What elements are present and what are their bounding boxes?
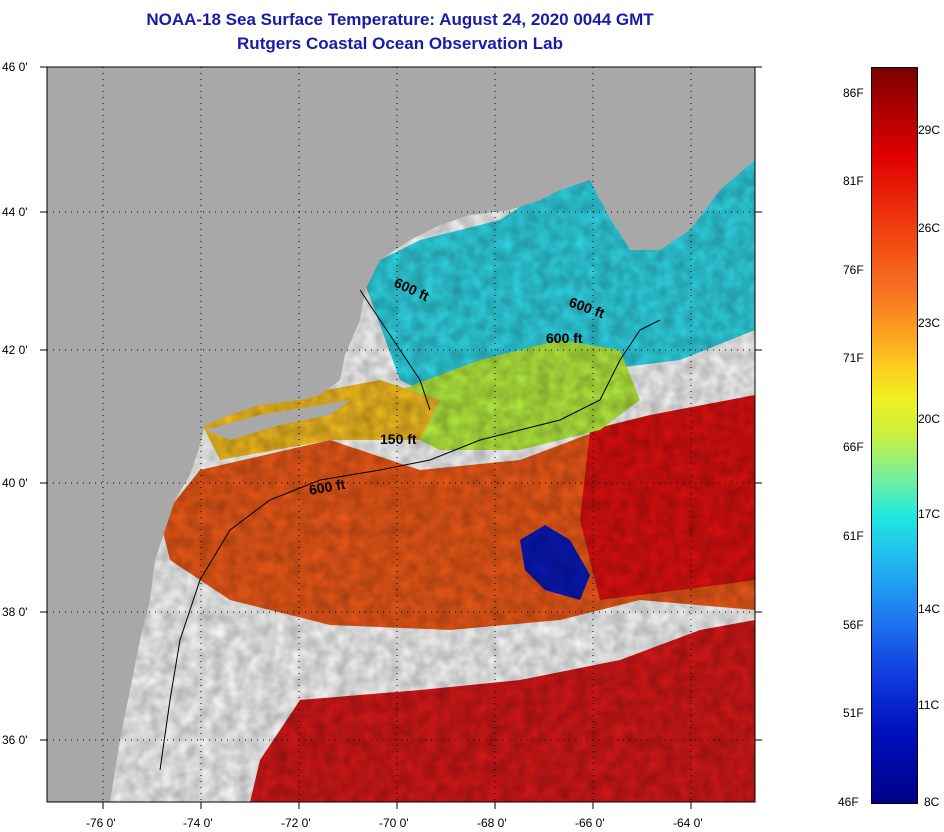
shelf-contour: [159, 319, 661, 771]
lon-label: -66 0': [575, 816, 605, 830]
colorbar-c-label: 14C: [918, 602, 941, 616]
graticule: [47, 67, 755, 802]
lat-label: 36 0': [2, 733, 28, 747]
map-frame: [46, 66, 756, 803]
colorbar-f-label: 56F: [843, 618, 864, 632]
colorbar-f-label: 86F: [843, 86, 864, 100]
colorbar-c-label: 17C: [918, 507, 941, 521]
colorbar-f-label: 46F: [838, 795, 859, 809]
lat-label: 42 0': [2, 343, 28, 357]
colorbar-c-label: 26C: [918, 221, 941, 235]
lat-label: 38 0': [2, 605, 28, 619]
colorbar-c-label: 8C: [924, 795, 940, 809]
lon-label: -74 0': [183, 816, 213, 830]
lon-label: -76 0': [86, 816, 116, 830]
colorbar-f-label: 76F: [843, 263, 864, 277]
long-island: [205, 400, 350, 440]
colorbar-f-label: 51F: [843, 706, 864, 720]
lon-label: -70 0': [379, 816, 409, 830]
colorbar-f-label: 66F: [843, 440, 864, 454]
axis-ticks: [40, 66, 762, 809]
contour-label: 150 ft: [380, 431, 417, 447]
temperature-colorbar: [871, 67, 918, 804]
colorbar-c-label: 20C: [918, 412, 941, 426]
map-title: NOAA-18 Sea Surface Temperature: August …: [146, 10, 654, 29]
colorbar-c-label: 23C: [918, 316, 941, 330]
land-mass: [47, 67, 755, 802]
colorbar-f-label: 71F: [843, 351, 864, 365]
lon-label: -64 0': [673, 816, 703, 830]
inner-contour: [359, 289, 431, 411]
contour-label: 600 ft: [308, 476, 347, 498]
colorbar-f-label: 81F: [843, 174, 864, 188]
lat-label: 46 0': [2, 60, 28, 74]
lon-label: -68 0': [477, 816, 507, 830]
nova-scotia: [600, 115, 755, 250]
lon-label: -72 0': [281, 816, 311, 830]
lat-label: 44 0': [2, 205, 28, 219]
map-subtitle: Rutgers Coastal Ocean Observation Lab: [237, 34, 563, 53]
lat-label: 40 0': [2, 476, 28, 490]
colorbar-c-label: 29C: [918, 123, 941, 137]
colorbar-f-label: 61F: [843, 529, 864, 543]
contour-label: 600 ft: [546, 330, 583, 346]
colorbar-c-label: 11C: [918, 698, 940, 712]
